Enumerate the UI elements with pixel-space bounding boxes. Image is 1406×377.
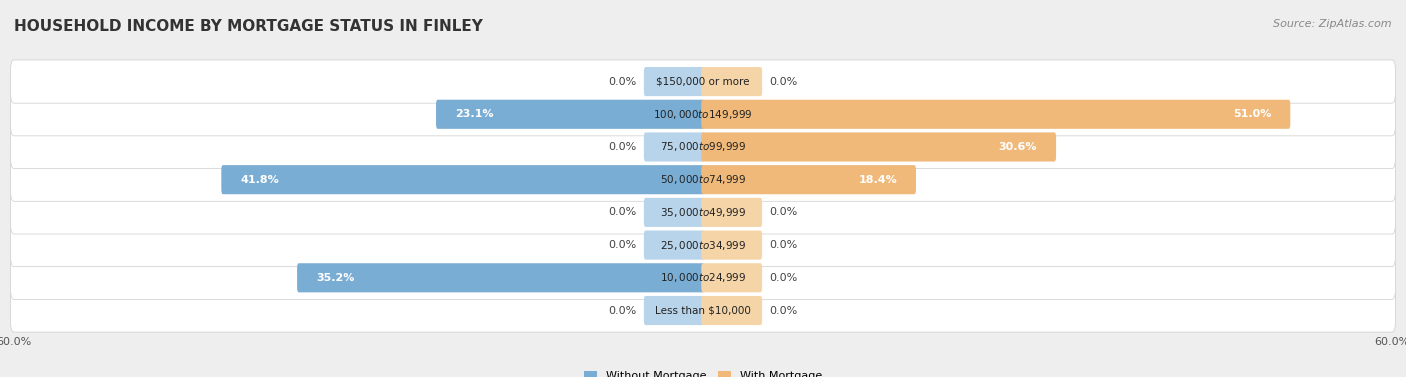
FancyBboxPatch shape xyxy=(702,198,762,227)
FancyBboxPatch shape xyxy=(11,191,1395,234)
Text: $50,000 to $74,999: $50,000 to $74,999 xyxy=(659,173,747,186)
Text: 0.0%: 0.0% xyxy=(609,77,637,87)
Text: 0.0%: 0.0% xyxy=(609,207,637,218)
FancyBboxPatch shape xyxy=(702,67,762,96)
FancyBboxPatch shape xyxy=(702,165,915,194)
FancyBboxPatch shape xyxy=(644,198,704,227)
Text: 0.0%: 0.0% xyxy=(609,305,637,316)
Text: 0.0%: 0.0% xyxy=(769,273,797,283)
Text: HOUSEHOLD INCOME BY MORTGAGE STATUS IN FINLEY: HOUSEHOLD INCOME BY MORTGAGE STATUS IN F… xyxy=(14,19,482,34)
FancyBboxPatch shape xyxy=(221,165,704,194)
FancyBboxPatch shape xyxy=(11,60,1395,103)
FancyBboxPatch shape xyxy=(702,263,762,292)
FancyBboxPatch shape xyxy=(702,132,1056,161)
FancyBboxPatch shape xyxy=(11,93,1395,136)
Text: $10,000 to $24,999: $10,000 to $24,999 xyxy=(659,271,747,284)
Text: 0.0%: 0.0% xyxy=(609,142,637,152)
FancyBboxPatch shape xyxy=(644,231,704,260)
FancyBboxPatch shape xyxy=(702,296,762,325)
Text: $25,000 to $34,999: $25,000 to $34,999 xyxy=(659,239,747,251)
FancyBboxPatch shape xyxy=(644,296,704,325)
Text: 0.0%: 0.0% xyxy=(769,240,797,250)
FancyBboxPatch shape xyxy=(644,67,704,96)
Text: $35,000 to $49,999: $35,000 to $49,999 xyxy=(659,206,747,219)
FancyBboxPatch shape xyxy=(702,231,762,260)
FancyBboxPatch shape xyxy=(11,158,1395,201)
Text: $150,000 or more: $150,000 or more xyxy=(657,77,749,87)
Text: 41.8%: 41.8% xyxy=(240,175,278,185)
Text: Source: ZipAtlas.com: Source: ZipAtlas.com xyxy=(1274,19,1392,29)
Text: 0.0%: 0.0% xyxy=(769,305,797,316)
Text: 51.0%: 51.0% xyxy=(1233,109,1271,119)
Text: 18.4%: 18.4% xyxy=(858,175,897,185)
FancyBboxPatch shape xyxy=(644,132,704,161)
FancyBboxPatch shape xyxy=(11,289,1395,332)
Text: 30.6%: 30.6% xyxy=(998,142,1038,152)
Text: $100,000 to $149,999: $100,000 to $149,999 xyxy=(654,108,752,121)
Text: 35.2%: 35.2% xyxy=(316,273,354,283)
Text: 0.0%: 0.0% xyxy=(769,207,797,218)
Text: $75,000 to $99,999: $75,000 to $99,999 xyxy=(659,141,747,153)
Legend: Without Mortgage, With Mortgage: Without Mortgage, With Mortgage xyxy=(579,366,827,377)
FancyBboxPatch shape xyxy=(702,100,1291,129)
Text: 0.0%: 0.0% xyxy=(609,240,637,250)
Text: 0.0%: 0.0% xyxy=(769,77,797,87)
Text: 23.1%: 23.1% xyxy=(456,109,494,119)
FancyBboxPatch shape xyxy=(297,263,704,292)
FancyBboxPatch shape xyxy=(436,100,704,129)
FancyBboxPatch shape xyxy=(11,224,1395,267)
FancyBboxPatch shape xyxy=(11,256,1395,299)
FancyBboxPatch shape xyxy=(11,126,1395,169)
Text: Less than $10,000: Less than $10,000 xyxy=(655,305,751,316)
